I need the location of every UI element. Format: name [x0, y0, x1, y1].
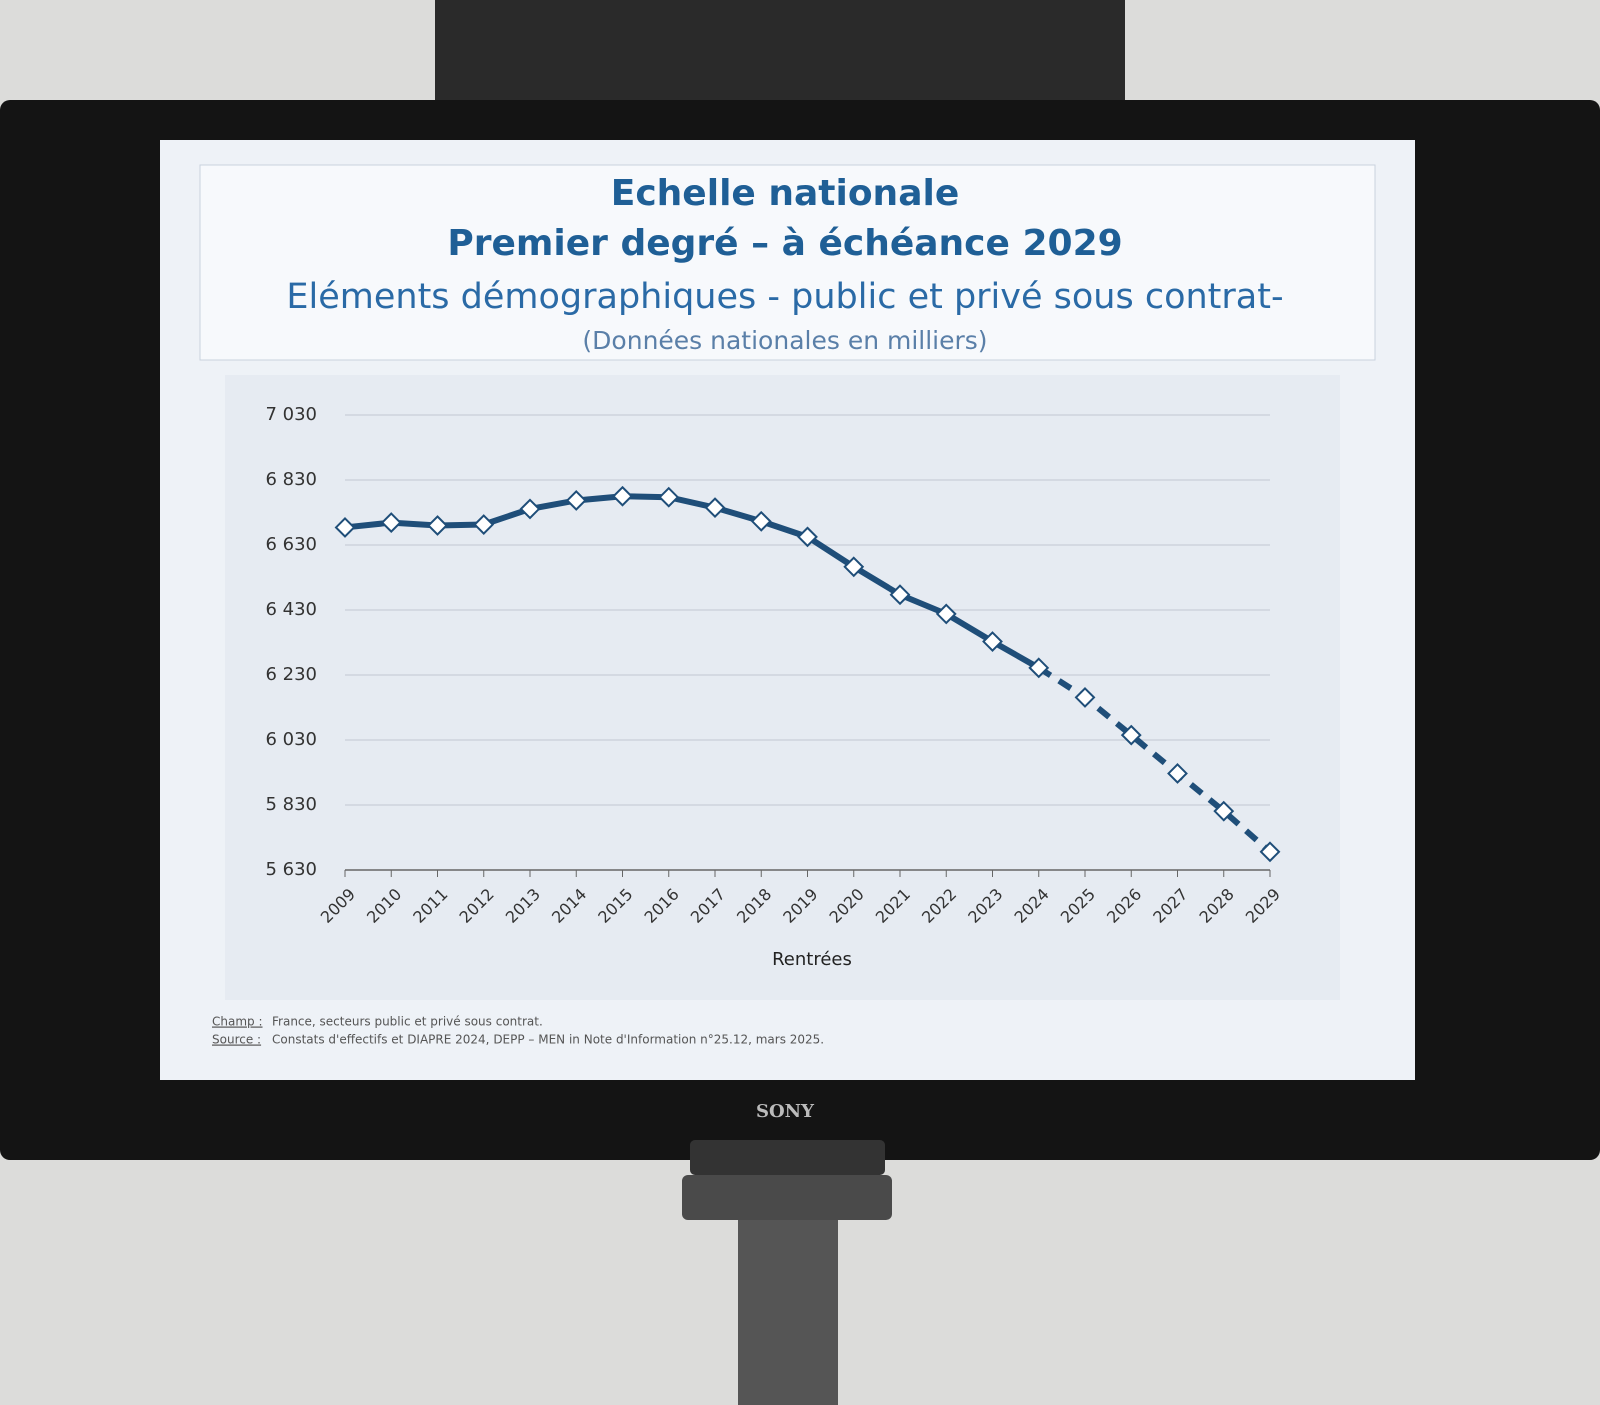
y-tick-label: 6 630 [265, 534, 317, 555]
note-text: France, secteurs public et privé sous co… [272, 1015, 543, 1029]
note-key: Champ : [212, 1015, 263, 1029]
data-marker [889, 584, 911, 606]
camera-base [682, 1175, 892, 1220]
y-tick-label: 6 230 [265, 664, 317, 685]
y-tick-label: 5 830 [265, 794, 317, 815]
chart-subtitle-2: Eléments démographiques - public et priv… [286, 277, 1283, 317]
data-marker [519, 498, 541, 520]
y-tick-label: 6 830 [265, 469, 317, 490]
data-marker [797, 526, 818, 548]
title-box [199, 164, 1376, 361]
data-marker [750, 510, 772, 532]
plot-area [225, 375, 1340, 1000]
data-marker [1120, 724, 1142, 746]
data-marker [1259, 841, 1281, 863]
y-tick-label: 6 030 [265, 729, 317, 750]
chart-subtitle: Premier degré – à échéance 2029 [447, 223, 1122, 264]
data-marker [1213, 800, 1235, 822]
camera [690, 1140, 885, 1175]
data-marker [843, 556, 865, 578]
data-marker [427, 515, 448, 536]
chart-title: Echelle nationale [611, 173, 960, 214]
y-tick-label: 6 430 [265, 599, 317, 620]
stand [738, 1220, 838, 1405]
note-text: Constats d'effectifs et DIAPRE 2024, DEP… [272, 1033, 824, 1047]
brand: SONY [756, 1101, 815, 1122]
data-marker [935, 603, 957, 625]
y-tick-label: 5 630 [265, 859, 317, 880]
x-axis-label: Rentrées [772, 949, 852, 970]
data-marker [565, 490, 587, 511]
note-key: Source : [212, 1033, 261, 1047]
data-marker [1074, 687, 1096, 708]
data-marker [982, 631, 1003, 652]
data-marker [380, 512, 402, 533]
soundbar [435, 0, 1125, 105]
y-tick-label: 7 030 [265, 404, 317, 425]
data-marker [1167, 763, 1188, 784]
data-line [344, 493, 1041, 671]
data-marker [612, 485, 633, 507]
data-marker [334, 517, 356, 538]
data-marker [1028, 657, 1050, 679]
unit-note: (Données nationales en milliers) [582, 326, 987, 355]
data-line [1037, 665, 1272, 855]
data-marker [473, 514, 495, 535]
data-marker [658, 486, 680, 508]
data-marker [704, 497, 726, 519]
